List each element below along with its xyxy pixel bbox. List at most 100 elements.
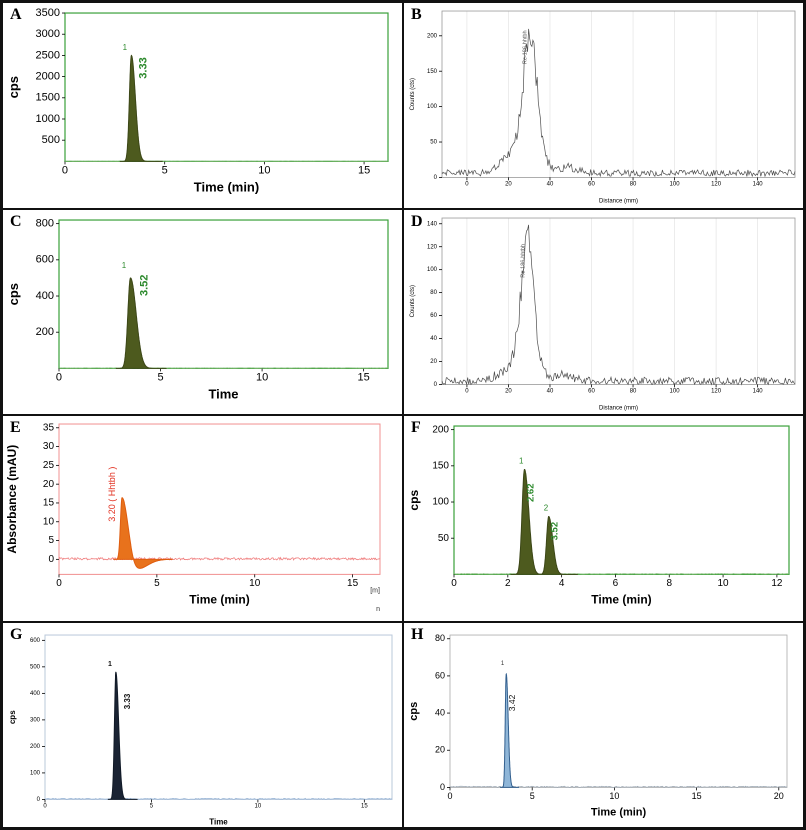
svg-text:2.62: 2.62 bbox=[525, 483, 536, 502]
chart-c-hplc-radiochromatogram: 0 5 10 15 200 400 600 800 Time cps 1 3.52 bbox=[6, 217, 389, 401]
svg-text:2500: 2500 bbox=[36, 49, 60, 61]
svg-text:6: 6 bbox=[613, 578, 619, 589]
svg-text:100: 100 bbox=[30, 770, 41, 776]
svg-text:15: 15 bbox=[692, 790, 702, 800]
svg-text:3.42: 3.42 bbox=[507, 694, 517, 711]
svg-text:200: 200 bbox=[36, 326, 54, 338]
svg-text:60: 60 bbox=[430, 313, 437, 319]
svg-text:cps: cps bbox=[6, 76, 21, 98]
svg-text:5: 5 bbox=[157, 371, 163, 383]
svg-text:40: 40 bbox=[547, 182, 554, 188]
svg-text:10: 10 bbox=[256, 371, 268, 383]
svg-text:3.20 ( Hhtbh ): 3.20 ( Hhtbh ) bbox=[107, 467, 117, 522]
svg-text:200: 200 bbox=[427, 33, 438, 39]
svg-text:0: 0 bbox=[43, 803, 47, 809]
panel-f: F 0 2 4 6 8 10 12 50 100 150 200 Time (min) cps 1 2.62… bbox=[403, 415, 804, 622]
svg-text:50: 50 bbox=[438, 533, 450, 544]
svg-text:140: 140 bbox=[753, 388, 764, 394]
chart-d-tlc-scan: 0 20 40 60 80 100 120 140 0 20 40 60 80 100 120 140 Dist… bbox=[410, 217, 796, 411]
svg-text:100: 100 bbox=[670, 182, 681, 188]
svg-text:20: 20 bbox=[774, 790, 784, 800]
svg-text:100: 100 bbox=[432, 497, 449, 508]
svg-text:[m]: [m] bbox=[370, 587, 380, 594]
panel-h: H 0 5 10 15 20 0 20 40 60 80 Time (min) cps 1 3.42 bbox=[403, 621, 804, 828]
svg-text:10: 10 bbox=[258, 165, 270, 177]
svg-text:120: 120 bbox=[427, 244, 438, 250]
svg-text:800: 800 bbox=[36, 217, 54, 229]
panel-letter-g: G bbox=[10, 625, 23, 643]
chart-h-hplc-radiochromatogram: 0 5 10 15 20 0 20 40 60 80 Time (min) cps 1 3.42 bbox=[408, 633, 788, 818]
svg-text:40: 40 bbox=[547, 388, 554, 394]
svg-text:0: 0 bbox=[440, 781, 445, 791]
svg-text:140: 140 bbox=[753, 182, 764, 188]
svg-text:20: 20 bbox=[505, 182, 512, 188]
svg-text:0: 0 bbox=[465, 388, 469, 394]
svg-text:40: 40 bbox=[430, 336, 437, 342]
svg-text:Absorbance (mAU): Absorbance (mAU) bbox=[5, 445, 19, 554]
svg-text:Time (min): Time (min) bbox=[194, 179, 259, 194]
svg-text:1: 1 bbox=[501, 660, 505, 666]
chart-e-uv-chromatogram: 0 5 10 15 0 5 10 15 20 25 30 35 Time (min) Absorbance… bbox=[5, 422, 381, 613]
svg-text:80: 80 bbox=[430, 290, 437, 296]
svg-text:Time (min): Time (min) bbox=[591, 592, 651, 606]
svg-text:80: 80 bbox=[630, 182, 637, 188]
svg-text:3.33: 3.33 bbox=[123, 693, 132, 709]
svg-text:15: 15 bbox=[43, 498, 55, 509]
svg-text:0: 0 bbox=[451, 578, 457, 589]
svg-text:10: 10 bbox=[718, 578, 730, 589]
svg-text:20: 20 bbox=[43, 479, 55, 490]
panel-a: A 0 5 10 15 500 1000 1500 2000 2500 3000 3500 Time … bbox=[2, 2, 403, 209]
svg-text:Distance (mm): Distance (mm) bbox=[599, 405, 638, 411]
svg-text:12: 12 bbox=[771, 578, 783, 589]
svg-text:100: 100 bbox=[427, 104, 438, 110]
svg-text:300: 300 bbox=[30, 717, 41, 723]
svg-text:Re-186-hhtbh: Re-186-hhtbh bbox=[522, 30, 528, 64]
svg-text:0: 0 bbox=[56, 371, 62, 383]
svg-text:4: 4 bbox=[559, 578, 565, 589]
svg-text:Counts (cts): Counts (cts) bbox=[410, 285, 416, 317]
svg-text:40: 40 bbox=[435, 707, 445, 717]
svg-text:5: 5 bbox=[154, 578, 160, 589]
svg-text:400: 400 bbox=[36, 289, 54, 301]
chart-b-tlc-scan: 0 20 40 60 80 100 120 140 0 50 100 150 200 Distance (… bbox=[410, 10, 796, 204]
panel-g: G 0 5 10 15 0 100 200 300 400 500 600 Time cps 1 3.33 bbox=[2, 621, 403, 828]
svg-text:0: 0 bbox=[48, 554, 54, 565]
svg-text:15: 15 bbox=[347, 578, 359, 589]
svg-text:20: 20 bbox=[435, 744, 445, 754]
svg-text:0: 0 bbox=[434, 175, 438, 181]
panel-letter-f: F bbox=[411, 419, 421, 436]
svg-text:60: 60 bbox=[435, 670, 445, 680]
svg-text:1: 1 bbox=[108, 661, 112, 668]
svg-text:5: 5 bbox=[162, 165, 168, 177]
svg-text:Distance (mm): Distance (mm) bbox=[599, 198, 638, 204]
panel-letter-a: A bbox=[10, 6, 22, 23]
svg-text:3000: 3000 bbox=[36, 28, 60, 40]
svg-text:1000: 1000 bbox=[36, 113, 60, 125]
svg-text:600: 600 bbox=[36, 253, 54, 265]
svg-text:1: 1 bbox=[519, 457, 524, 466]
svg-text:cps: cps bbox=[407, 490, 421, 511]
svg-text:600: 600 bbox=[30, 637, 41, 643]
svg-text:150: 150 bbox=[432, 460, 449, 471]
svg-text:0: 0 bbox=[62, 165, 68, 177]
svg-text:80: 80 bbox=[630, 388, 637, 394]
svg-text:10: 10 bbox=[249, 578, 261, 589]
svg-text:8: 8 bbox=[666, 578, 672, 589]
svg-text:3.33: 3.33 bbox=[138, 57, 150, 78]
svg-text:Counts (cts): Counts (cts) bbox=[410, 78, 416, 110]
svg-text:cps: cps bbox=[8, 709, 17, 723]
svg-text:Time (min): Time (min) bbox=[591, 806, 647, 818]
svg-text:400: 400 bbox=[30, 690, 41, 696]
svg-text:5: 5 bbox=[48, 535, 54, 546]
svg-text:3500: 3500 bbox=[36, 7, 60, 19]
svg-text:25: 25 bbox=[43, 460, 55, 471]
svg-text:60: 60 bbox=[588, 388, 595, 394]
panel-b: B 0 20 40 60 80 100 120 140 0 50 100 150 200 Distance… bbox=[403, 2, 804, 209]
svg-text:30: 30 bbox=[43, 441, 55, 452]
svg-text:Time: Time bbox=[208, 386, 238, 401]
svg-text:140: 140 bbox=[427, 221, 438, 227]
svg-text:0: 0 bbox=[465, 182, 469, 188]
svg-text:80: 80 bbox=[435, 633, 445, 643]
